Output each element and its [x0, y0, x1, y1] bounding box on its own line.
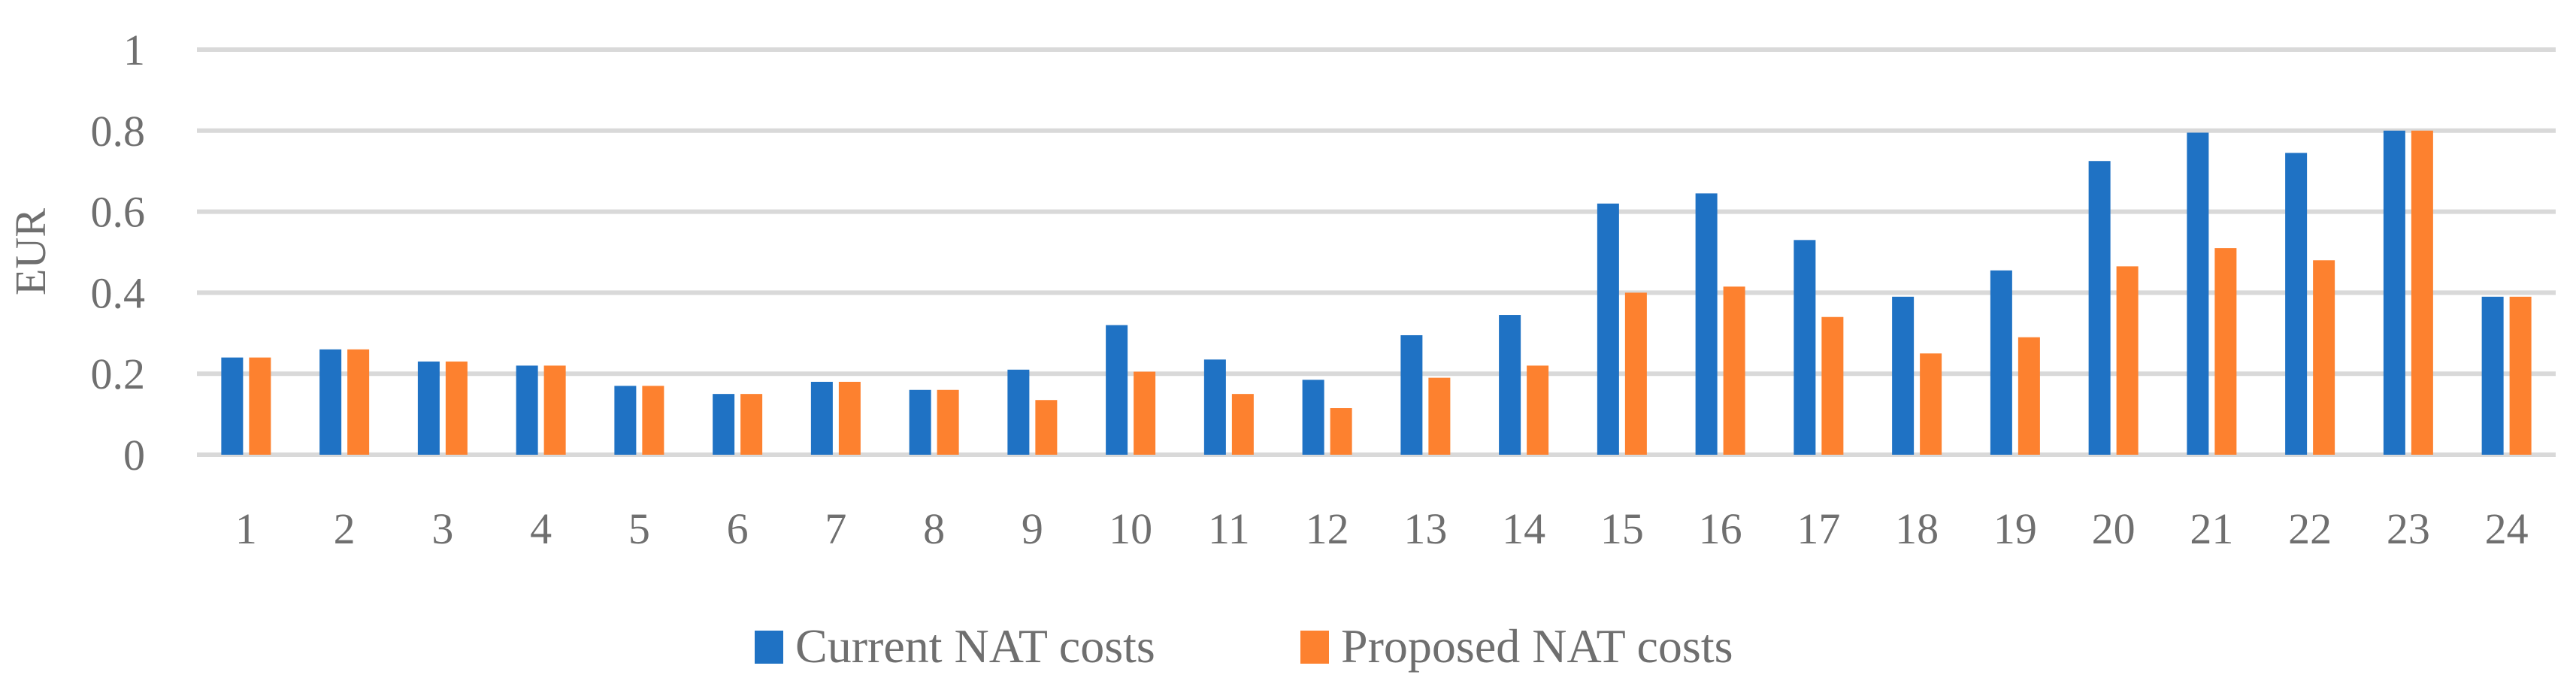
bar-proposed: [2509, 296, 2532, 455]
bar-current: [2088, 161, 2111, 455]
bar-proposed: [1428, 377, 1451, 455]
bar-current: [1892, 296, 1915, 455]
bar-current: [909, 389, 931, 455]
bar-proposed: [937, 389, 959, 455]
bar-current: [2383, 130, 2405, 455]
bar-current: [2285, 153, 2308, 455]
bar-current: [614, 386, 637, 455]
y-tick-label: 0: [123, 431, 145, 480]
x-tick-label: 3: [431, 504, 453, 553]
bar-proposed: [2313, 260, 2335, 455]
bar-current: [1499, 315, 1521, 455]
bar-current: [810, 381, 833, 455]
bar-current: [221, 357, 244, 455]
legend-label-current: Current NAT costs: [795, 619, 1155, 673]
x-tick-label: 19: [1993, 504, 2037, 553]
x-tick-label: 20: [2092, 504, 2136, 553]
y-tick-label: 0.2: [91, 350, 146, 398]
bar-proposed: [347, 349, 370, 455]
bar-current: [2481, 296, 2504, 455]
y-tick-label: 1: [123, 26, 145, 74]
bar-current: [417, 362, 440, 455]
bar-proposed: [1723, 286, 1745, 455]
bar-current: [1106, 325, 1128, 455]
bar-proposed: [1231, 394, 1254, 455]
bar-current: [713, 394, 735, 455]
x-tick-label: 12: [1306, 504, 1349, 553]
bar-proposed: [1134, 371, 1156, 455]
x-tick-label: 6: [727, 504, 749, 553]
bar-current: [1400, 334, 1423, 455]
legend-swatch-proposed: [1300, 631, 1329, 664]
bar-proposed: [2411, 130, 2433, 455]
bar-proposed: [1527, 365, 1549, 455]
x-tick-label: 23: [2387, 504, 2430, 553]
bar-proposed: [1821, 316, 1844, 455]
bar-proposed: [642, 386, 664, 455]
x-tick-label: 14: [1502, 504, 1545, 553]
bar-current: [1302, 380, 1324, 455]
bar-current: [1794, 240, 1816, 455]
x-axis-tick-labels: 1 2 3 4 5 6 7 8 9 10 11 12 13 14 15 16 17 18 19 20 21 22 23 24: [235, 504, 2529, 553]
bar-proposed: [740, 394, 763, 455]
bar-proposed: [1035, 400, 1058, 455]
y-axis-tick-labels: 0 0.2 0.4 0.6 0.8 1: [91, 26, 146, 480]
x-tick-label: 24: [2485, 504, 2529, 553]
legend-swatch-current: [755, 631, 783, 664]
bar-current: [1695, 193, 1718, 455]
x-tick-label: 4: [530, 504, 552, 553]
bars: [221, 130, 2532, 455]
bar-current: [2187, 132, 2209, 455]
x-tick-label: 8: [923, 504, 945, 553]
x-tick-label: 21: [2190, 504, 2233, 553]
bar-proposed: [249, 357, 271, 455]
x-tick-label: 16: [1699, 504, 1742, 553]
bar-current: [1203, 359, 1226, 455]
bar-proposed: [543, 365, 566, 455]
x-tick-label: 10: [1109, 504, 1152, 553]
x-tick-label: 13: [1403, 504, 1447, 553]
bar-current: [1990, 270, 2012, 455]
bar-current: [1597, 203, 1619, 455]
x-tick-label: 9: [1022, 504, 1043, 553]
x-tick-label: 2: [334, 504, 356, 553]
x-tick-label: 11: [1208, 504, 1250, 553]
x-tick-label: 5: [628, 504, 650, 553]
bar-proposed: [1920, 353, 1942, 455]
x-tick-label: 1: [235, 504, 257, 553]
y-axis-title: EUR: [6, 208, 55, 295]
bar-proposed: [1624, 292, 1647, 455]
bar-proposed: [445, 362, 468, 455]
x-tick-label: 15: [1600, 504, 1644, 553]
x-tick-label: 7: [825, 504, 846, 553]
legend-label-proposed: Proposed NAT costs: [1341, 619, 1733, 673]
x-tick-label: 22: [2288, 504, 2332, 553]
bar-current: [319, 349, 342, 455]
y-tick-label: 0.6: [91, 188, 146, 237]
bar-proposed: [2018, 337, 2040, 455]
bar-current: [1007, 369, 1030, 455]
bar-current: [516, 365, 538, 455]
bar-proposed: [1330, 408, 1352, 455]
bar-proposed: [838, 381, 861, 455]
x-tick-label: 18: [1895, 504, 1939, 553]
y-tick-label: 0.8: [91, 107, 146, 156]
x-tick-label: 17: [1797, 504, 1840, 553]
bar-proposed: [2214, 248, 2237, 455]
bar-proposed: [2116, 266, 2139, 455]
gridlines: [197, 47, 2556, 457]
y-tick-label: 0.4: [91, 268, 146, 317]
legend: Current NAT costs Proposed NAT costs: [755, 619, 1733, 673]
